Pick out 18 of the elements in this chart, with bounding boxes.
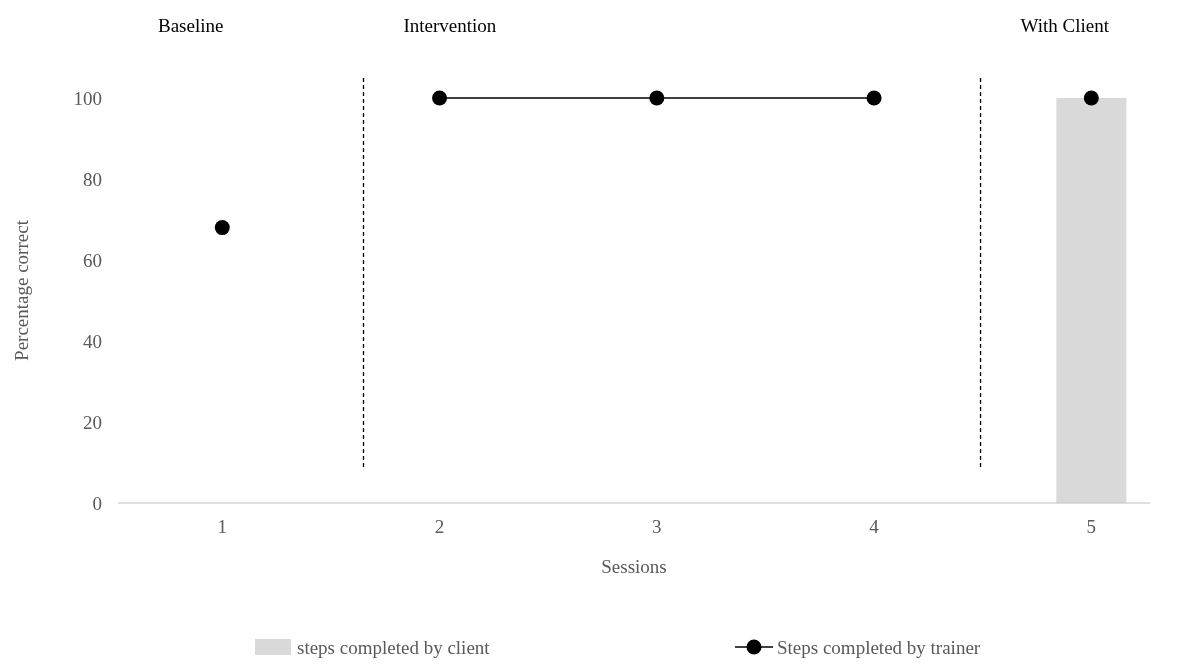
text: Baseline	[158, 15, 224, 36]
y-tick-label: 80	[83, 168, 102, 190]
legend-label: Steps completed by trainer	[777, 636, 981, 658]
text: With Client	[1020, 15, 1110, 36]
text: Intervention	[403, 15, 497, 36]
x-tick-label: 1	[217, 516, 228, 537]
y-tick-label: 60	[83, 249, 102, 271]
y-tick-label: 100	[73, 87, 102, 109]
x-tick-label: 2	[434, 516, 445, 537]
y-tick-label: 40	[83, 330, 102, 352]
y-axis-title: Percentage correct	[11, 219, 32, 361]
x-tick-label: 5	[1086, 516, 1097, 537]
x-tick-label: 3	[652, 516, 662, 537]
legend-label: steps completed by client	[297, 636, 491, 658]
y-tick-label: 20	[83, 411, 102, 433]
x-axis-title: Sessions	[601, 556, 667, 577]
y-tick-label: 0	[92, 492, 102, 514]
x-tick-label: 4	[869, 516, 880, 537]
